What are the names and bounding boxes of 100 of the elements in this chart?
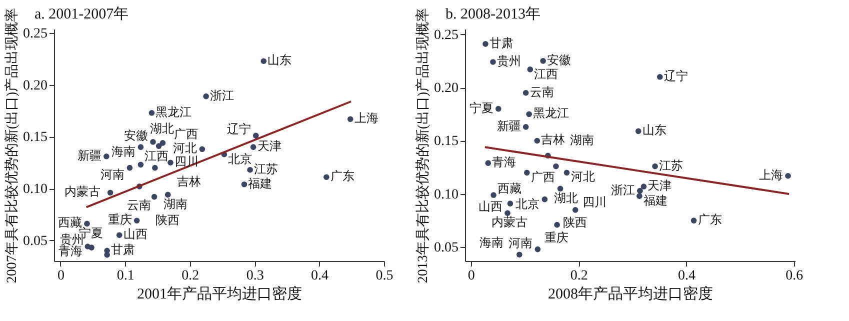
annotation: 吉林	[176, 174, 201, 188]
annotation: 海南	[112, 144, 136, 159]
point	[553, 163, 559, 170]
annotation: 河北	[173, 141, 198, 156]
annotation: 河南	[508, 236, 533, 250]
annotation: 天津	[648, 178, 672, 193]
annotation: 湖北	[150, 121, 174, 136]
y-tick-label: 0.25	[23, 26, 48, 42]
annotation: 山西	[478, 200, 503, 214]
annotation: 甘肃	[111, 242, 136, 257]
point	[490, 192, 496, 198]
annotation: 山西	[123, 227, 148, 242]
point	[199, 146, 206, 152]
point	[540, 58, 546, 64]
annotation: 青海	[58, 244, 83, 258]
point	[495, 106, 502, 112]
annotation: 浙江	[610, 182, 635, 197]
point	[134, 218, 140, 224]
annotation: 西藏	[498, 182, 522, 196]
point	[252, 132, 259, 139]
point	[522, 124, 529, 130]
annotation: 广东	[330, 169, 354, 184]
annotation: 河北	[570, 169, 595, 184]
point	[564, 170, 570, 176]
point	[150, 138, 156, 145]
annotation: 江西	[144, 148, 169, 163]
annotation: 上海	[354, 111, 378, 126]
annotation: 福建	[643, 194, 668, 208]
point	[84, 220, 90, 227]
annotation: 重庆	[108, 212, 132, 227]
y-axis-title: 2007年具有比较优势的新(出口)产品出现概率	[4, 8, 20, 284]
point	[557, 186, 564, 192]
x-tick-label: 0.1	[116, 268, 134, 284]
point	[635, 128, 642, 134]
point	[160, 140, 166, 146]
point	[107, 190, 114, 196]
annotation: 江苏	[659, 158, 684, 172]
point	[156, 143, 162, 149]
point	[507, 200, 514, 206]
annotation: 广东	[698, 212, 722, 227]
chart-title: b. 2008-2013年	[446, 5, 540, 22]
x-tick-label: 0	[57, 268, 64, 284]
point	[241, 181, 248, 188]
x-tick-label: 0.3	[246, 268, 264, 284]
point	[151, 194, 158, 200]
point	[527, 66, 534, 72]
annotation: 天津	[257, 139, 282, 154]
annotation: 江苏	[254, 162, 278, 176]
point	[490, 59, 496, 65]
annotation: 上海	[759, 168, 783, 182]
x-tick-label: 0.5	[376, 268, 394, 284]
point	[138, 144, 144, 150]
y-tick-label: 0.05	[23, 234, 48, 249]
point	[656, 74, 663, 80]
annotation: 宁夏	[469, 100, 494, 115]
point	[126, 164, 133, 171]
point	[168, 160, 174, 166]
annotation: 湖南	[570, 133, 594, 148]
annotation: 陕西	[155, 213, 180, 228]
annotation: 广西	[530, 170, 555, 184]
y-tick-label: 0.15	[434, 134, 458, 150]
point	[690, 218, 697, 224]
annotation: 辽宁	[226, 122, 251, 136]
annotation: 甘肃	[489, 36, 514, 50]
point	[522, 90, 529, 96]
annotation: 云南	[126, 198, 151, 212]
point	[652, 163, 658, 170]
point	[260, 58, 267, 64]
point	[103, 153, 110, 160]
annotation: 河南	[100, 168, 125, 182]
annotation: 山东	[268, 53, 292, 68]
point	[323, 174, 330, 180]
annotation: 黑龙江	[156, 104, 192, 119]
point	[524, 170, 530, 176]
annotation: 山东	[642, 123, 666, 138]
annotation: 重庆	[544, 230, 569, 244]
annotation: 内蒙古	[64, 184, 100, 199]
point	[637, 188, 643, 194]
point	[636, 193, 642, 199]
point	[148, 110, 155, 116]
point	[534, 138, 540, 144]
point	[347, 116, 354, 122]
point	[88, 244, 94, 250]
point	[640, 184, 647, 190]
point	[534, 246, 541, 252]
point	[526, 111, 532, 118]
annotation: 福建	[248, 176, 272, 190]
point	[516, 252, 522, 258]
point	[152, 164, 158, 171]
annotation: 新疆	[496, 118, 521, 133]
annotation: 北京	[516, 196, 540, 211]
y-tick-label: 0.25	[434, 28, 458, 43]
point	[247, 166, 253, 173]
point	[485, 160, 492, 166]
annotation: 北京	[228, 152, 252, 166]
annotation: 广西	[174, 127, 198, 142]
point	[785, 172, 791, 179]
chart-title: a. 2001-2007年	[34, 5, 129, 22]
y-tick-label: 0.10	[23, 182, 48, 197]
x-tick-label: 0.2	[182, 268, 200, 284]
